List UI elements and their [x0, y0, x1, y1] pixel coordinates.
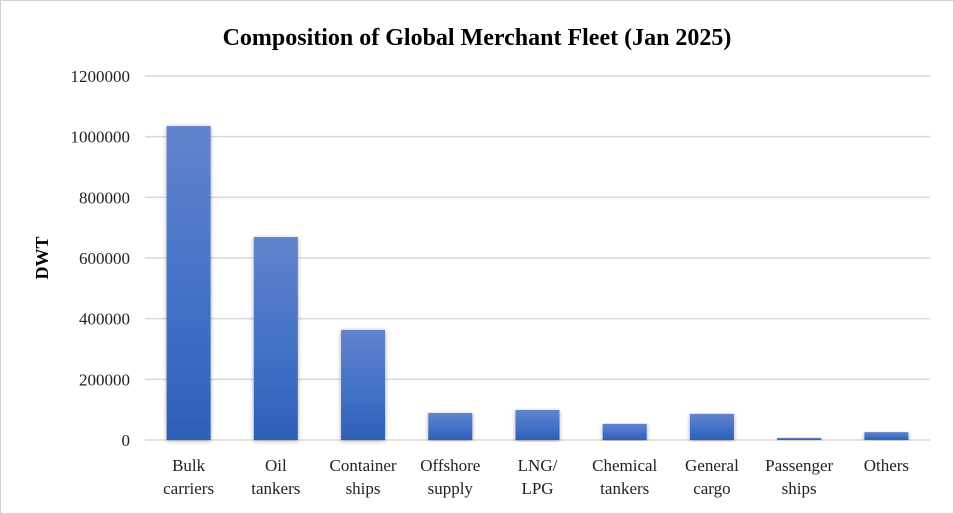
y-tick-label: 800000	[79, 188, 130, 207]
bar	[689, 413, 734, 440]
x-tick-label: General	[685, 456, 739, 475]
x-tick-label: Passenger	[765, 456, 833, 475]
y-axis-label: DWT	[32, 236, 52, 279]
x-tick-label: Chemical	[592, 456, 657, 475]
bar	[341, 329, 386, 440]
x-tick-label: LNG/	[518, 456, 558, 475]
y-tick-label: 400000	[79, 310, 130, 329]
bar	[864, 432, 909, 440]
y-tick-label: 1000000	[71, 128, 131, 147]
y-tick-label: 0	[122, 431, 131, 450]
bar	[166, 126, 211, 441]
x-tick-label: Bulk	[172, 456, 206, 475]
bar	[602, 423, 647, 440]
bar	[428, 413, 473, 440]
x-tick-label: cargo	[693, 479, 730, 498]
x-tick-label: tankers	[600, 479, 649, 498]
bar	[777, 437, 822, 440]
x-tick-label: Offshore	[420, 456, 480, 475]
bar	[515, 409, 560, 440]
chart-title: Composition of Global Merchant Fleet (Ja…	[223, 25, 732, 51]
y-tick-label: 200000	[79, 370, 130, 389]
x-tick-label: Container	[330, 456, 397, 475]
x-tick-label: ships	[346, 479, 381, 498]
x-tick-label: carriers	[163, 479, 214, 498]
y-tick-label: 1200000	[71, 67, 131, 86]
x-tick-label: LPG	[521, 479, 553, 498]
x-tick-label: Others	[864, 456, 909, 475]
y-tick-label: 600000	[79, 249, 130, 268]
bar	[253, 237, 298, 440]
x-tick-label: supply	[428, 479, 474, 498]
x-tick-label: Oil	[265, 456, 287, 475]
x-tick-label: tankers	[251, 479, 300, 498]
x-tick-label: ships	[782, 479, 817, 498]
